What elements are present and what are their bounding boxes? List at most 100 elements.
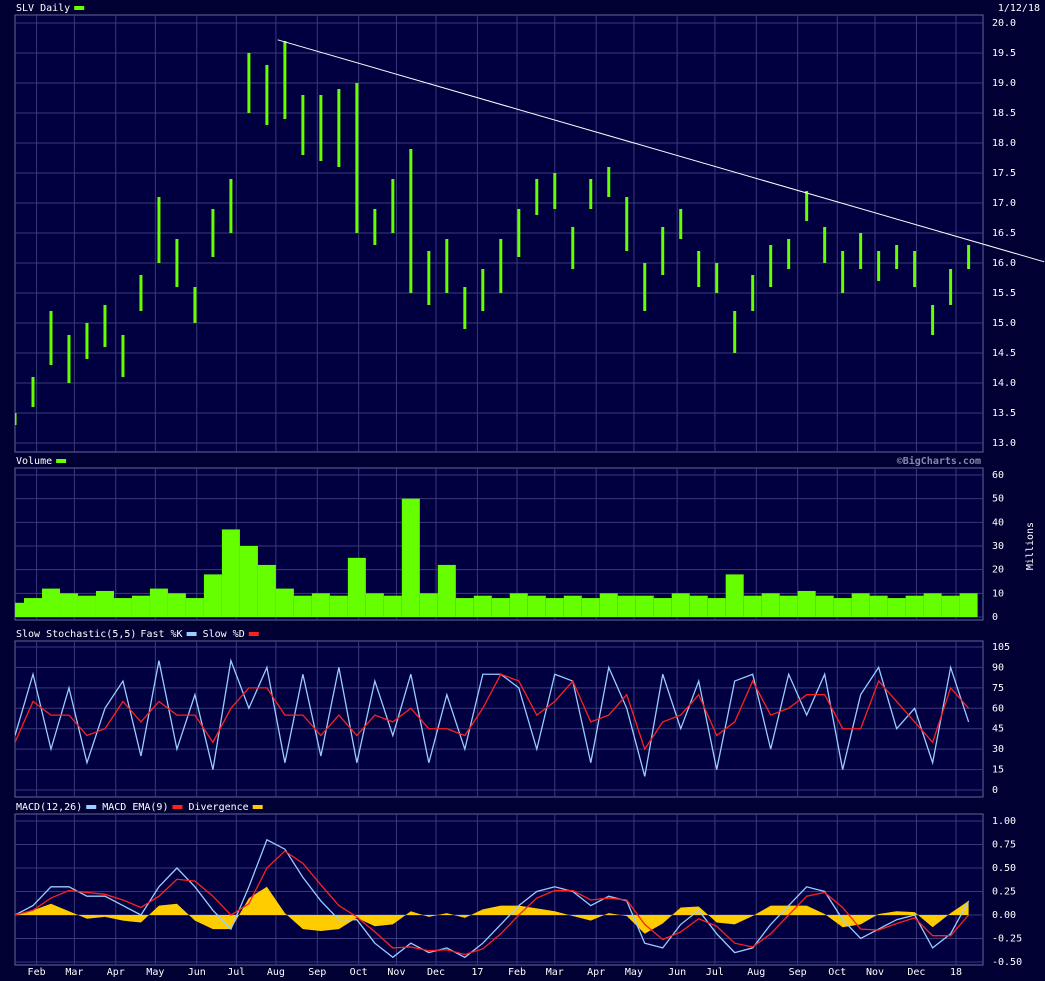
volume-bar [905,595,924,617]
y-tick-label: 15 [992,765,1004,776]
volume-bar [941,595,960,617]
y-tick-label: 20.0 [992,18,1016,29]
y-tick-label: -0.50 [992,957,1022,968]
volume-bar [347,557,366,617]
volume-bar [491,598,510,617]
volume-bar [959,593,978,617]
volume-bar [509,593,528,617]
volume-bar [635,595,654,617]
volume-bar [527,595,546,617]
x-tick-label: May [146,967,164,978]
volume-bar [167,593,186,617]
y-tick-label: 18.0 [992,138,1016,149]
x-tick-label: 17 [471,967,483,978]
volume-bar [365,593,384,617]
y-tick-label: 17.5 [992,168,1016,179]
y-tick-label: 13.0 [992,438,1016,449]
volume-bar [851,593,870,617]
volume-bar [311,593,330,617]
y-tick-label: 19.5 [992,48,1016,59]
volume-bar [419,593,438,617]
volume-bar [275,588,294,617]
volume-bar [95,590,114,617]
y-tick-label: 30 [992,744,1004,755]
volume-bar [455,598,474,617]
volume-bar [257,564,276,617]
x-tick-label: Sep [308,967,326,978]
x-tick-label: 18 [950,967,962,978]
y-tick-label: 0.50 [992,863,1016,874]
legend-label: SLV Daily [16,3,70,14]
volume-bar [743,595,762,617]
legend-label: Divergence [188,802,248,813]
volume-bar [41,588,60,617]
volume-bar [131,595,150,617]
legend-swatch [252,805,263,809]
y-tick-label: 19.0 [992,78,1016,89]
x-tick-label: Nov [866,967,884,978]
volume-bar [923,593,942,617]
volume-bar [617,595,636,617]
y-tick-label: 60 [992,470,1004,481]
x-tick-label: Feb [508,967,526,978]
volume-bar [599,593,618,617]
legend-label: MACD EMA(9) [102,802,168,813]
volume-bar [113,598,132,617]
panel-title: Slow Stochastic(5,5) [16,629,136,640]
y-tick-label: 0.75 [992,840,1016,851]
volume-bar [815,595,834,617]
x-tick-label: Nov [387,967,405,978]
y-tick-label: 75 [992,683,1004,694]
divergence-area [15,886,969,934]
legend-swatch [186,632,197,636]
x-tick-label: Apr [587,967,605,978]
volume-bar [203,574,222,617]
series-line [15,658,970,777]
volume-bar [779,595,798,617]
plot [15,838,970,959]
y-tick-label: 10 [992,588,1004,599]
x-tick-label: Oct [828,967,846,978]
y-tick-label: 45 [992,724,1004,735]
volume-bar [545,598,564,617]
plot [15,498,978,617]
x-tick-label: Mar [65,967,83,978]
series-line [15,673,970,751]
plot [15,39,1045,425]
volume-bar [401,498,420,617]
y-tick-label: 40 [992,517,1004,528]
volume-bar [239,546,258,617]
y-tick-label: 50 [992,494,1004,505]
y-tick-label: 0.00 [992,910,1016,921]
legend-label: Slow %D [203,629,245,640]
volume-bar [725,574,744,617]
credit: ©BigCharts.com [897,455,981,467]
plot-area [14,813,984,966]
y-tick-label: 60 [992,703,1004,714]
legend-swatch [248,632,259,636]
y-tick-label: 105 [992,642,1010,653]
date-label: 1/12/18 [998,3,1040,14]
volume-bar [671,593,690,617]
volume-bar [293,595,312,617]
x-tick-label: Mar [546,967,564,978]
volume-bar [761,593,780,617]
x-tick-label: Jun [188,967,206,978]
volume-bar [185,598,204,617]
y-tick-label: 30 [992,541,1004,552]
y-tick-label: 90 [992,662,1004,673]
y-tick-label: 17.0 [992,198,1016,209]
y-tick-label: 20 [992,565,1004,576]
volume-bar [869,595,888,617]
x-tick-label: Jul [706,967,724,978]
volume-bar [563,595,582,617]
volume-bar [329,595,348,617]
volume-bar [473,595,492,617]
plot [15,658,970,777]
volume-bar [797,590,816,617]
x-tick-label: Dec [427,967,445,978]
y-tick-label: 13.5 [992,408,1016,419]
x-tick-label: Jun [668,967,686,978]
